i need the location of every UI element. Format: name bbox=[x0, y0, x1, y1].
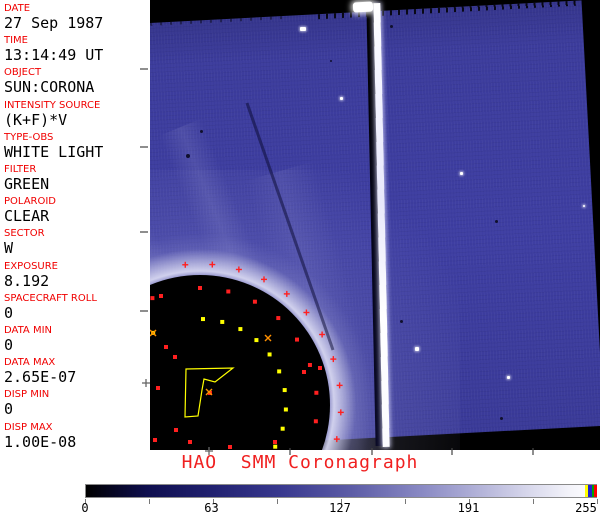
metadata-field-sector: SECTOR W bbox=[4, 228, 150, 256]
colorbar-tick-label: 0 bbox=[81, 501, 89, 512]
metadata-field-data-min: DATA MIN 0 bbox=[4, 325, 150, 353]
intensity-colorbar bbox=[85, 484, 597, 498]
metadata-field-date: DATE 27 Sep 1987 bbox=[4, 3, 150, 31]
colorbar-annotation-stripe bbox=[588, 485, 592, 497]
star bbox=[415, 347, 419, 351]
field-value: SUN:CORONA bbox=[4, 78, 95, 97]
colorbar-tick-label: 127 bbox=[329, 501, 351, 512]
metadata-field-filter: FILTER GREEN bbox=[4, 164, 150, 192]
metadata-field-disp-min: DISP MIN 0 bbox=[4, 389, 150, 417]
colorbar-tick bbox=[469, 499, 470, 504]
colorbar-tick bbox=[277, 499, 278, 504]
field-value: 0 bbox=[4, 400, 14, 419]
field-label: TYPE-OBS bbox=[4, 131, 54, 143]
colorbar-tick bbox=[149, 499, 150, 504]
dark-speck bbox=[186, 154, 190, 158]
field-value: (K+F)*V bbox=[4, 110, 68, 129]
field-value: WHITE LIGHT bbox=[4, 142, 104, 161]
field-value: 0 bbox=[4, 336, 14, 354]
metadata-field-data-max: DATA MAX 2.65E-07 bbox=[4, 357, 150, 385]
field-label: DATE bbox=[4, 3, 31, 14]
dark-speck bbox=[495, 220, 498, 223]
metadata-field-type-obs: TYPE-OBS WHITE LIGHT bbox=[4, 132, 150, 160]
field-value: 2.65E-07 bbox=[4, 368, 77, 387]
field-label: FILTER bbox=[4, 164, 37, 175]
field-label: TIME bbox=[4, 35, 29, 47]
field-label: POLAROID bbox=[4, 196, 57, 208]
colorbar-tick bbox=[341, 499, 342, 504]
metadata-field-disp-max: DISP MAX 1.00E-08 bbox=[4, 422, 150, 450]
field-label: SPACECRAFT ROLL bbox=[4, 292, 97, 304]
colorbar-tick bbox=[405, 499, 406, 504]
colorbar-annotation-stripe bbox=[594, 485, 597, 497]
dark-speck bbox=[400, 320, 403, 323]
field-label: EXPOSURE bbox=[4, 260, 59, 272]
pylon-top-glare bbox=[352, 1, 374, 13]
dark-speck bbox=[390, 25, 393, 28]
star bbox=[507, 376, 510, 379]
colorbar-tick bbox=[213, 499, 214, 504]
field-value: 13:14:49 UT bbox=[4, 46, 104, 65]
footer-title: HAO SMM Coronagraph bbox=[181, 452, 419, 473]
film-perforation-texture bbox=[150, 15, 287, 27]
colorbar-tick bbox=[597, 499, 598, 504]
colorbar-tick-label: 191 bbox=[457, 501, 480, 512]
field-label: INTENSITY SOURCE bbox=[4, 99, 101, 111]
star bbox=[300, 27, 306, 31]
dark-speck bbox=[330, 60, 332, 62]
metadata-field-object: OBJECT SUN:CORONA bbox=[4, 67, 150, 95]
colorbar-annotation-stripe bbox=[592, 485, 594, 497]
dark-speck bbox=[200, 130, 203, 133]
metadata-sidebar: DATE 27 Sep 1987 TIME 13:14:49 UT OBJECT SUN:… bbox=[0, 0, 150, 450]
coronagraph-image bbox=[150, 0, 600, 450]
colorbar-tick bbox=[533, 499, 534, 504]
field-value: 8.192 bbox=[4, 271, 50, 290]
metadata-field-spacecraft-roll: SPACECRAFT ROLL 0 bbox=[4, 293, 150, 321]
colorbar-annotation-stripe bbox=[585, 485, 588, 497]
field-label: DATA MAX bbox=[4, 357, 56, 369]
field-label: DISP MAX bbox=[4, 421, 53, 433]
star bbox=[460, 172, 463, 175]
star bbox=[583, 205, 585, 207]
field-value: 27 Sep 1987 bbox=[4, 14, 104, 32]
field-label: DATA MIN bbox=[4, 325, 52, 336]
field-value: 0 bbox=[4, 303, 14, 322]
field-value: 1.00E-08 bbox=[4, 432, 77, 451]
field-value: GREEN bbox=[4, 175, 50, 193]
colorbar-tick-label: 255 bbox=[575, 501, 597, 512]
metadata-field-exposure: EXPOSURE 8.192 bbox=[4, 261, 150, 289]
field-value: W bbox=[4, 239, 14, 258]
field-label: DISP MIN bbox=[4, 389, 50, 401]
dark-speck bbox=[500, 417, 503, 420]
metadata-field-intensity-source: INTENSITY SOURCE (K+F)*V bbox=[4, 100, 150, 128]
colorbar-tick bbox=[85, 499, 86, 504]
metadata-field-polaroid: POLAROID CLEAR bbox=[4, 196, 150, 224]
colorbar-tick-label: 63 bbox=[204, 501, 219, 512]
metadata-field-time: TIME 13:14:49 UT bbox=[4, 35, 150, 63]
field-value: CLEAR bbox=[4, 207, 50, 226]
field-label: SECTOR bbox=[4, 228, 45, 240]
field-label: OBJECT bbox=[4, 67, 42, 79]
star bbox=[340, 97, 343, 100]
